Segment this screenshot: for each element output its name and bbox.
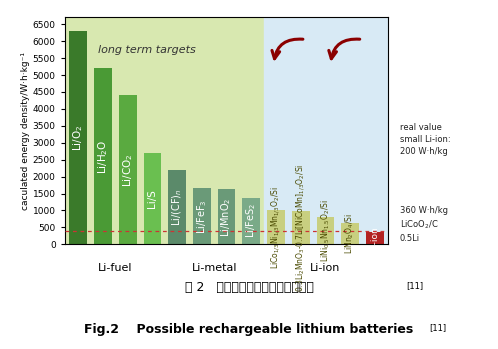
FancyArrowPatch shape (329, 39, 360, 59)
Text: LiCo$_{1/3}$Ni$_{1/3}$Mn$_{1/3}$O$_2$/Si: LiCo$_{1/3}$Ni$_{1/3}$Mn$_{1/3}$O$_2$/Si (269, 186, 282, 269)
Text: Li/MnO$_2$: Li/MnO$_2$ (220, 197, 234, 237)
Bar (143, 153, 161, 244)
Text: [11]: [11] (406, 281, 423, 290)
Text: 0.3Li$_2$MnO$_3$-0.7Li[NiCoMn]$_{1/3}$O$_2$/Si: 0.3Li$_2$MnO$_3$-0.7Li[NiCoMn]$_{1/3}$O$… (294, 164, 307, 292)
Bar (292, 211, 310, 244)
Text: Li/CO$_2$: Li/CO$_2$ (121, 153, 134, 187)
Text: Li-fuel: Li-fuel (98, 263, 132, 273)
Bar (94, 68, 112, 244)
Bar (66, 17, 263, 244)
Bar (69, 31, 87, 244)
Text: LiNi$_{0.5}$Nn$_{1.5}$O$_2$/Si: LiNi$_{0.5}$Nn$_{1.5}$O$_2$/Si (319, 199, 332, 262)
Text: Li/H$_2$O: Li/H$_2$O (96, 139, 110, 173)
Text: 图 2   可充放电电池的可能发展体系: 图 2 可充放电电池的可能发展体系 (185, 281, 313, 295)
Y-axis label: caculated energy density/W·h·kg⁻¹: caculated energy density/W·h·kg⁻¹ (21, 52, 30, 210)
Text: Li-ion: Li-ion (371, 226, 379, 251)
Bar (193, 188, 211, 244)
Text: long term targets: long term targets (98, 45, 196, 54)
Text: Li/FeF$_3$: Li/FeF$_3$ (195, 199, 209, 233)
Text: Li-ion: Li-ion (310, 263, 341, 273)
Text: 360 W·h/kg
LiCoO$_2$/C
0.5Li: 360 W·h/kg LiCoO$_2$/C 0.5Li (399, 206, 448, 243)
Text: LiNn$_2$O$_4$/Si: LiNn$_2$O$_4$/Si (344, 213, 357, 254)
Bar (317, 217, 334, 244)
Text: Li/(CF)$_n$: Li/(CF)$_n$ (170, 188, 184, 226)
Bar (267, 210, 285, 244)
Text: Li/O$_2$: Li/O$_2$ (71, 125, 85, 151)
Bar (168, 170, 186, 244)
Bar (341, 223, 359, 244)
Text: real value
small Li-ion:
200 W·h/kg: real value small Li-ion: 200 W·h/kg (399, 123, 450, 156)
Bar (366, 232, 384, 244)
Bar (119, 95, 136, 244)
Text: Fig.2    Possible rechargeable lithium batteries: Fig.2 Possible rechargeable lithium batt… (84, 323, 414, 336)
Text: [11]: [11] (429, 323, 446, 332)
Bar (263, 17, 387, 244)
FancyArrowPatch shape (272, 39, 303, 59)
Text: Li-metal: Li-metal (192, 263, 237, 273)
Text: Li/FeS$_2$: Li/FeS$_2$ (245, 203, 258, 238)
Bar (218, 190, 236, 244)
Bar (243, 198, 260, 244)
Text: Li/S: Li/S (147, 189, 157, 208)
